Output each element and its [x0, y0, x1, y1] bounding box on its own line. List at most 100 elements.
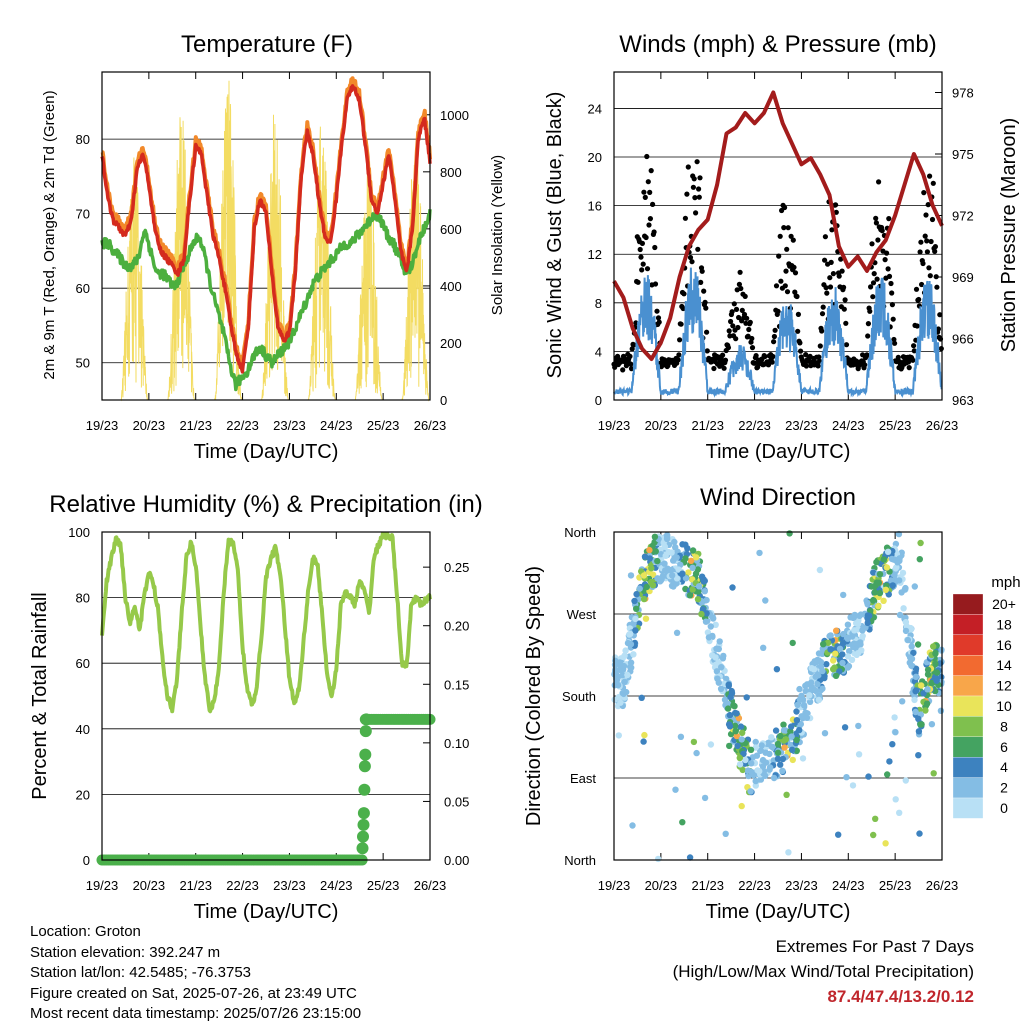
- x-tick-label: 23/23: [785, 418, 818, 433]
- panel-2-frame: 19/23 20/23 21/23 22/23 23/23 24/23 25/23 26/23…: [588, 72, 974, 433]
- direction-point: [703, 596, 710, 604]
- x-tick-label: 19/23: [598, 878, 631, 893]
- direction-point: [673, 575, 681, 582]
- gust-point: [733, 306, 740, 312]
- gust-point: [773, 283, 780, 289]
- gust-point: [702, 299, 708, 305]
- direction-point: [781, 744, 788, 751]
- direction-point: [682, 555, 689, 562]
- gust-point: [820, 304, 826, 310]
- direction-point: [819, 685, 826, 692]
- gust-point: [922, 233, 928, 239]
- direction-point: [880, 556, 887, 563]
- direction-point: [742, 756, 749, 764]
- direction-point: [912, 688, 919, 695]
- gust-point: [640, 261, 646, 267]
- direction-point: [685, 569, 692, 576]
- gust-point: [697, 175, 703, 181]
- gust-point: [771, 333, 778, 340]
- direction-point: [924, 671, 932, 678]
- direction-point: [887, 577, 895, 584]
- gust-point: [681, 291, 687, 297]
- recent-data-timestamp: Most recent data timestamp: 2025/07/26 2…: [30, 1005, 362, 1022]
- gust-point: [682, 215, 689, 221]
- direction-point: [632, 627, 639, 634]
- direction-point: [640, 738, 647, 745]
- direction-point: [738, 802, 745, 810]
- gust-point: [651, 229, 657, 235]
- direction-point: [872, 815, 879, 822]
- temperature-xlabel: Time (Day/UTC): [194, 441, 339, 463]
- direction-point: [616, 661, 624, 669]
- gust-point: [696, 194, 702, 200]
- direction-point: [904, 636, 912, 644]
- direction-point: [830, 666, 837, 673]
- direction-point: [739, 729, 746, 736]
- direction-point: [836, 668, 843, 675]
- direction-point: [914, 641, 922, 648]
- direction-point: [930, 643, 937, 650]
- gust-point: [886, 216, 892, 222]
- gust-point: [725, 345, 732, 351]
- gust-point: [782, 204, 788, 211]
- gust-point: [930, 180, 936, 186]
- direction-point: [712, 621, 719, 628]
- direction-point: [757, 747, 764, 755]
- direction-point: [882, 840, 889, 847]
- direction-point: [896, 611, 904, 619]
- gust-point: [879, 228, 885, 234]
- direction-point: [704, 629, 712, 636]
- direction-point: [839, 659, 846, 667]
- gust-point: [635, 279, 641, 285]
- direction-point: [718, 664, 725, 671]
- direction-point: [762, 759, 770, 766]
- gust-point: [865, 321, 872, 327]
- direction-point: [827, 632, 834, 639]
- direction-point: [661, 543, 668, 550]
- gust-point: [639, 240, 646, 246]
- wind-direction-title: Wind Direction: [700, 484, 856, 511]
- x-tick-label: 20/23: [133, 418, 166, 433]
- direction-point: [870, 831, 877, 839]
- direction-point: [752, 782, 759, 789]
- direction-point: [689, 586, 696, 593]
- gust-point: [865, 333, 871, 339]
- direction-point: [853, 651, 860, 658]
- y2-tick-label: 200: [440, 336, 462, 351]
- direction-point: [819, 667, 826, 675]
- direction-point: [875, 602, 882, 610]
- x-tick-label: 25/23: [367, 878, 400, 893]
- direction-point: [615, 732, 622, 739]
- direction-point: [630, 651, 637, 658]
- direction-point: [715, 645, 722, 653]
- gust-point: [638, 254, 644, 260]
- gust-point: [928, 238, 934, 245]
- gust-point: [790, 237, 796, 243]
- direction-point: [830, 657, 837, 664]
- gust-point: [647, 216, 654, 222]
- direction-point: [738, 736, 745, 743]
- y-tick-label: 0: [83, 853, 90, 868]
- direction-point: [916, 556, 923, 563]
- direction-point: [810, 686, 817, 693]
- direction-point: [740, 750, 747, 757]
- gust-point: [798, 348, 804, 354]
- gust-point: [690, 184, 697, 190]
- direction-point: [796, 685, 803, 693]
- x-tick-label: 19/23: [598, 418, 631, 433]
- direction-point: [840, 591, 847, 599]
- gust-point: [794, 293, 800, 300]
- direction-point: [732, 728, 739, 735]
- gust-point: [642, 194, 648, 200]
- legend-swatch: [952, 655, 984, 676]
- direction-point: [883, 564, 891, 571]
- direction-point: [615, 693, 622, 701]
- gust-point: [889, 290, 895, 296]
- legend-swatch: [952, 695, 984, 717]
- direction-point: [908, 643, 915, 650]
- direction-point: [619, 671, 626, 679]
- direction-point: [750, 772, 757, 779]
- gust-point: [817, 343, 823, 349]
- direction-points: [611, 530, 945, 863]
- direction-point: [655, 855, 662, 863]
